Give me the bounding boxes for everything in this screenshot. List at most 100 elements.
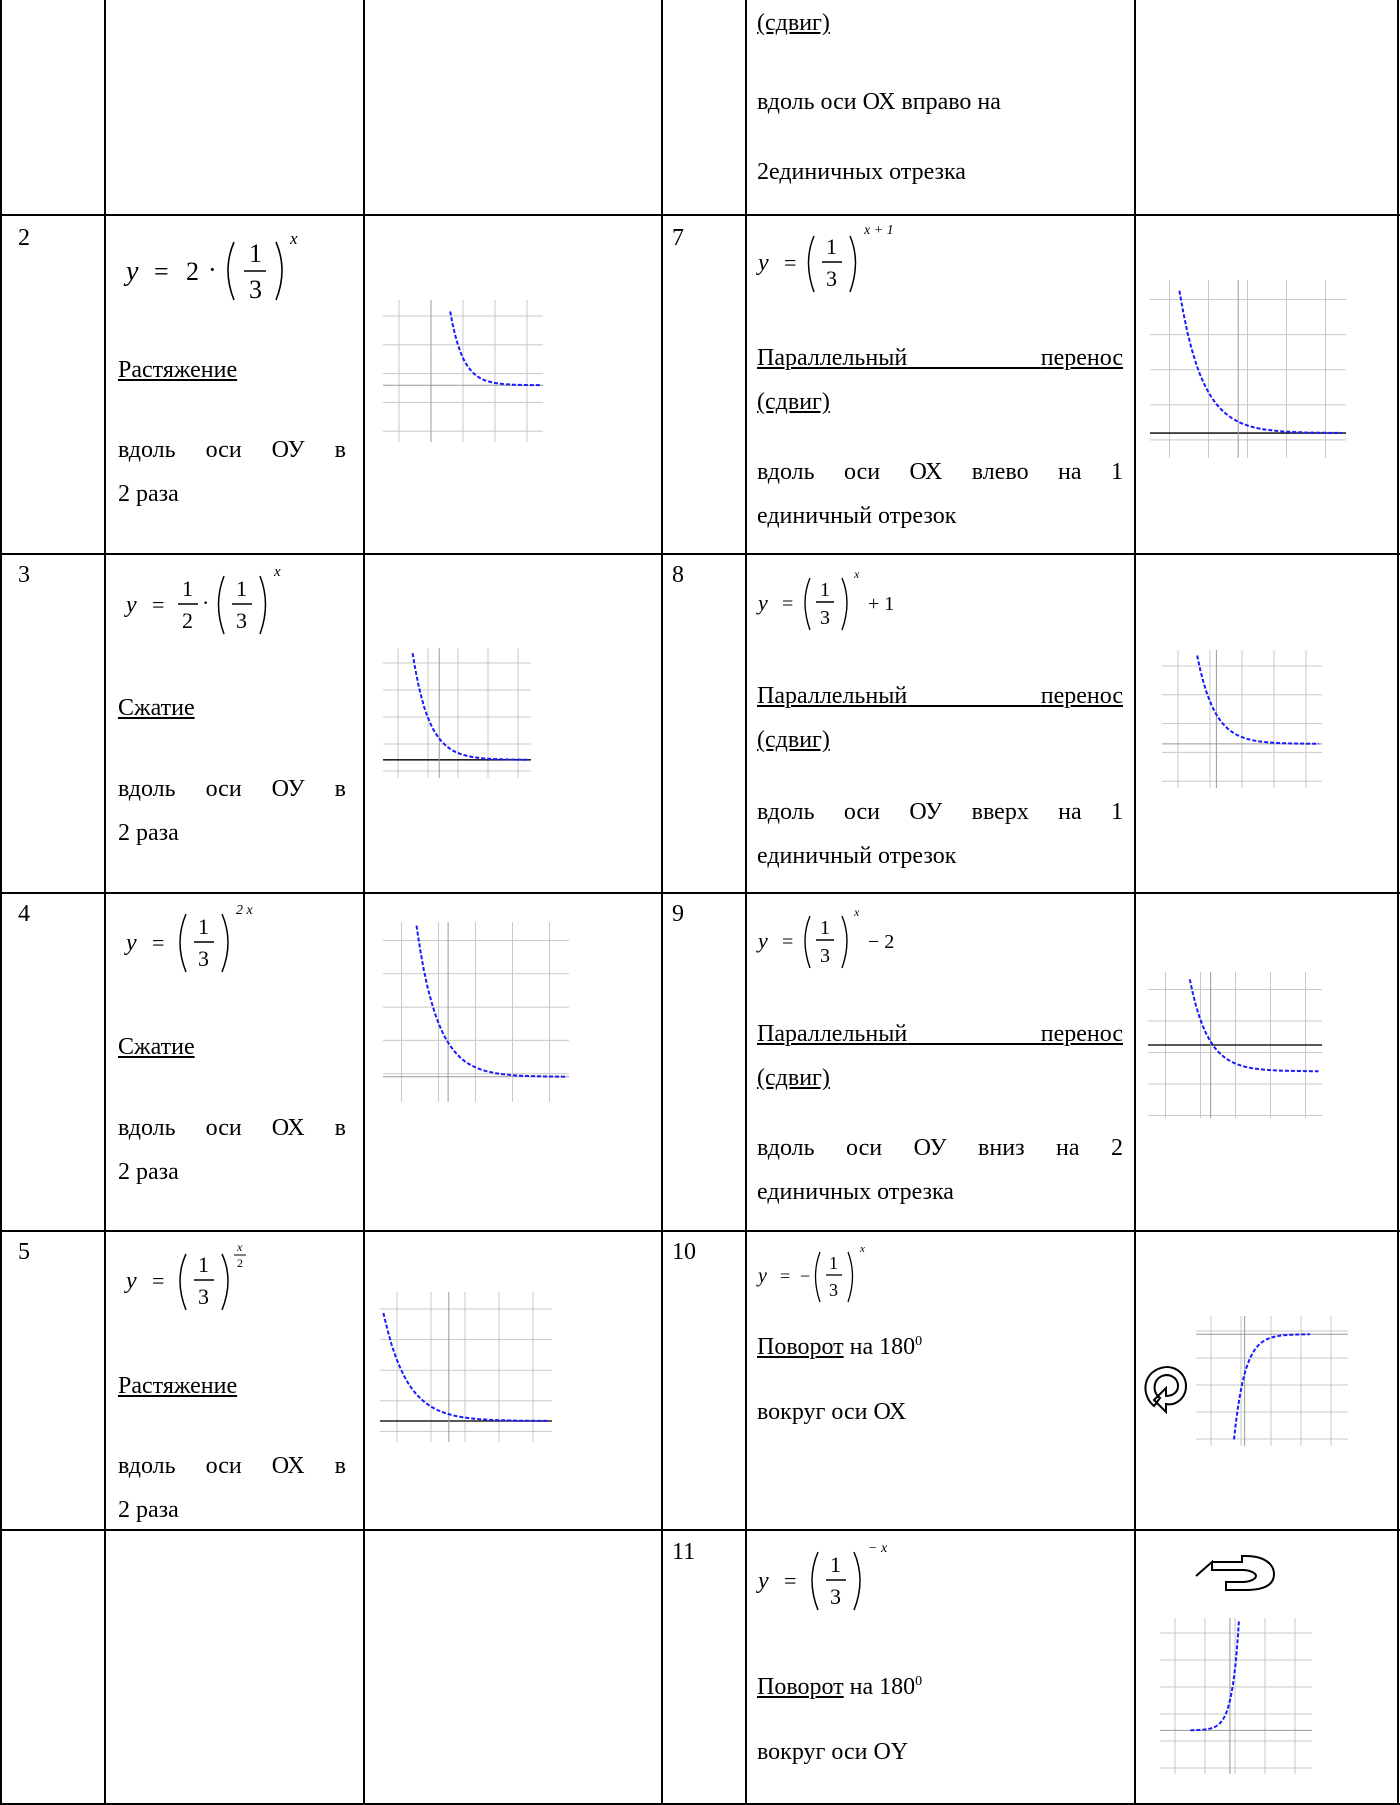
- formula-den: 3: [829, 1280, 838, 1300]
- compress-label: Сжатие: [118, 695, 195, 721]
- formula-cden: 2: [182, 608, 193, 633]
- formula-tail: + 1: [868, 593, 894, 615]
- formula-11: y = 1 3 − x: [756, 1536, 956, 1631]
- formula-exp: x: [859, 1243, 865, 1255]
- formula-y: y: [124, 930, 137, 956]
- function-graph: [1148, 972, 1322, 1118]
- transform-description: вдоль оси ОУ вниз на 2 единичных отрезка: [757, 1135, 1123, 1205]
- parallel-shift-label: Параллельный перенос (сдвиг): [757, 1021, 1123, 1091]
- rotation-label: Поворот на 1800: [757, 1334, 923, 1360]
- transform-description: 2единичных отрезка: [757, 159, 966, 185]
- formula-y: y: [756, 1568, 769, 1594]
- rotate-arrow-icon: [1140, 1360, 1192, 1423]
- function-graph: [383, 922, 569, 1102]
- table-border-col1: [104, 0, 106, 1805]
- formula-den: 3: [820, 607, 830, 629]
- formula-den: 3: [830, 1584, 841, 1609]
- table-border-col2: [363, 0, 365, 1805]
- formula-den: 3: [198, 946, 209, 971]
- transform-description: вдоль оси ОХ влево на 1 единичный отрезо…: [757, 459, 1123, 529]
- formula-eq: =: [782, 593, 793, 615]
- row-number: 4: [18, 901, 30, 927]
- rotation-label: Поворот на 1800: [757, 1674, 923, 1700]
- transform-description: вокруг оси ОY: [757, 1739, 909, 1765]
- function-graph: [1150, 280, 1346, 458]
- formula-tail: − 2: [868, 931, 894, 953]
- formula-y: y: [756, 928, 768, 953]
- function-graph: [383, 300, 543, 442]
- function-curve: [382, 1312, 549, 1422]
- formula-3: y = 1 2 · 1 3 x: [124, 562, 324, 657]
- formula-y: y: [756, 590, 768, 615]
- table-border-col4: [745, 0, 747, 1805]
- formula-eq: =: [784, 250, 796, 275]
- transform-description: вдоль оси ОУ вверх на 1 единичный отрезо…: [757, 799, 1123, 869]
- parallel-shift-label: Параллельный перенос (сдвиг): [757, 683, 1123, 753]
- row-number: 5: [18, 1239, 30, 1265]
- function-curve: [1196, 655, 1319, 745]
- formula-den: 3: [826, 266, 837, 291]
- formula-eq: =: [152, 930, 164, 955]
- formula-num: 1: [820, 917, 830, 939]
- table-border-bottom: [0, 1803, 1400, 1805]
- rotate-arrow-icon: [1186, 1552, 1278, 1601]
- formula-num: 1: [236, 576, 247, 601]
- transform-description: вдоль оси ОХ в 2 раза: [118, 1453, 346, 1523]
- table-row-border: [0, 1529, 1400, 1531]
- formula-num: 1: [829, 1253, 838, 1273]
- formula-num: 1: [820, 579, 830, 601]
- function-curve: [449, 311, 540, 387]
- formula-eq: =: [154, 257, 169, 286]
- formula-10: y = − 1 3 x: [756, 1238, 956, 1323]
- table-row-border: [0, 214, 1400, 216]
- formula-y: y: [123, 256, 139, 287]
- formula-9: y = 1 3 x − 2: [756, 898, 976, 993]
- parallel-shift-label: Параллельный перенос (сдвиг): [757, 345, 1123, 415]
- formula-minus: −: [800, 1266, 810, 1286]
- transform-description: вокруг оси ОХ: [757, 1399, 907, 1425]
- formula-coef: 2: [186, 257, 199, 286]
- formula-y: y: [756, 250, 769, 276]
- formula-exp: x: [273, 564, 281, 580]
- formula-den: 3: [236, 608, 247, 633]
- row-number: 10: [672, 1239, 696, 1265]
- formula-num: 1: [198, 1252, 209, 1277]
- formula-num: 1: [826, 234, 837, 259]
- formula-7: y = 1 3 x + 1: [756, 220, 956, 315]
- function-curve: [1178, 290, 1343, 434]
- formula-eq: =: [152, 1268, 164, 1293]
- formula-num: 1: [249, 239, 262, 268]
- formula-den: 3: [198, 1284, 209, 1309]
- formula-y: y: [124, 1268, 137, 1294]
- row-number: 3: [18, 562, 30, 588]
- formula-eq: =: [784, 1568, 796, 1593]
- row-number: 7: [672, 225, 684, 251]
- table-border-left: [0, 0, 2, 1805]
- table-border-col5: [1134, 0, 1136, 1805]
- function-graph: [1162, 650, 1322, 788]
- formula-y: y: [124, 592, 137, 618]
- table-border-col3: [661, 0, 663, 1805]
- formula-eq: =: [152, 592, 164, 617]
- formula-exp: x + 1: [863, 223, 894, 238]
- formula-eq: =: [782, 931, 793, 953]
- row-number: 8: [672, 562, 684, 588]
- shift-label: (сдвиг): [757, 10, 830, 36]
- formula-eq: =: [780, 1266, 790, 1286]
- function-curve: [1188, 979, 1319, 1073]
- table-row-border: [0, 892, 1400, 894]
- transform-description: вдоль оси ОХ вправо на: [757, 89, 1001, 115]
- formula-exp: 2 x: [236, 903, 254, 918]
- row-number: 2: [18, 225, 30, 251]
- formula-y: y: [756, 1265, 767, 1287]
- transform-description: вдоль оси ОХ в 2 раза: [118, 1115, 346, 1185]
- function-graph: [1160, 1618, 1312, 1774]
- formula-5: y = 1 3 x 2: [124, 1240, 324, 1335]
- transform-description: вдоль оси ОУ в 2 раза: [118, 776, 346, 846]
- formula-8: y = 1 3 x + 1: [756, 560, 976, 655]
- formula-cnum: 1: [182, 576, 193, 601]
- table-row-border: [0, 1230, 1400, 1232]
- table-row-border: [0, 553, 1400, 555]
- formula-exp: x: [853, 905, 860, 919]
- function-curve: [411, 653, 528, 761]
